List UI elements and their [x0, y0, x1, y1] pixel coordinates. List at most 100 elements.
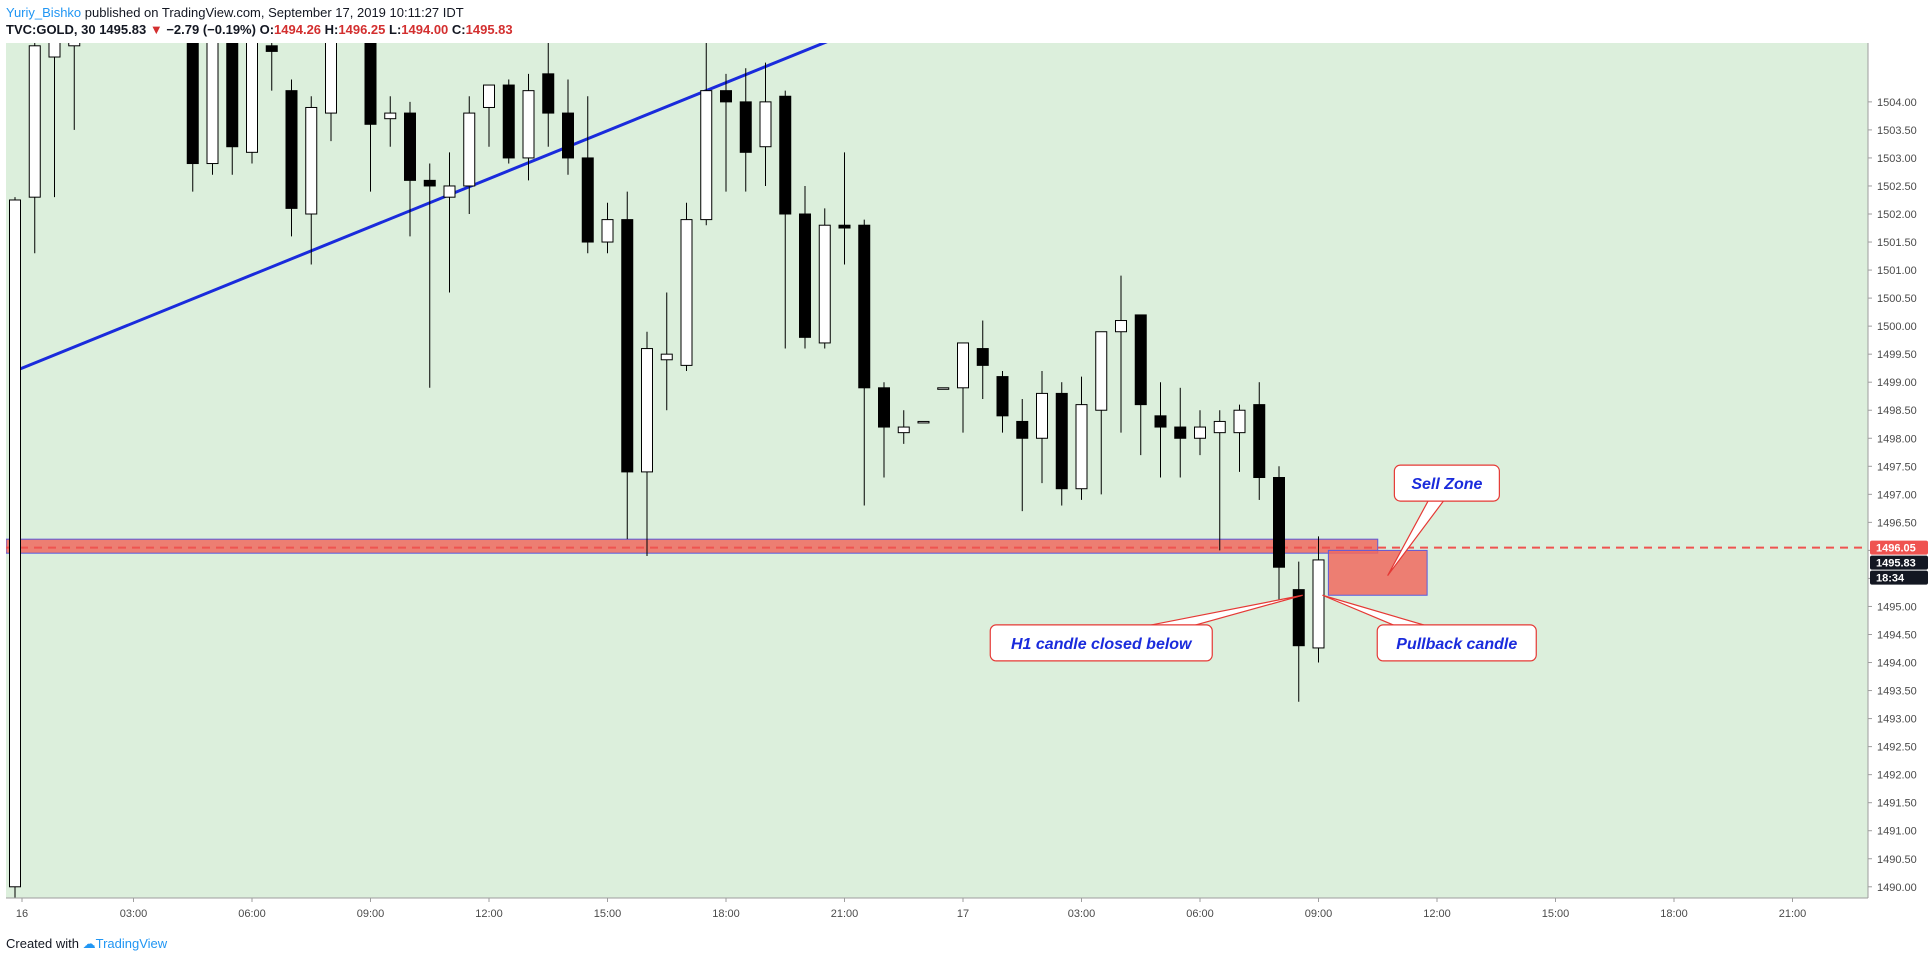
- candle[interactable]: [186, 12, 199, 192]
- candle-body: [9, 199, 21, 888]
- candle[interactable]: [660, 292, 673, 411]
- candle-body: [542, 73, 555, 114]
- candle-body: [917, 420, 930, 424]
- candle[interactable]: [1055, 382, 1068, 506]
- candle[interactable]: [542, 35, 555, 147]
- y-tick-label: 1492.00: [1877, 770, 1917, 782]
- candle[interactable]: [621, 191, 634, 540]
- candle[interactable]: [878, 382, 890, 478]
- plot-area[interactable]: [6, 43, 1868, 898]
- candle[interactable]: [1312, 536, 1325, 663]
- candle[interactable]: [1016, 399, 1029, 512]
- candle[interactable]: [759, 62, 772, 186]
- tradingview-link[interactable]: TradingView: [95, 936, 168, 951]
- candle-body: [265, 45, 278, 52]
- candle[interactable]: [1174, 387, 1187, 478]
- candle[interactable]: [1233, 404, 1246, 472]
- annotation-callout[interactable]: H1 candle closed below: [989, 594, 1303, 662]
- author-link[interactable]: Yuriy_Bishko: [6, 5, 82, 20]
- annotation-callout[interactable]: Sell Zone: [1387, 464, 1500, 576]
- candle[interactable]: [206, 23, 219, 175]
- candle[interactable]: [1134, 314, 1147, 456]
- candle[interactable]: [1075, 376, 1088, 500]
- x-tick-label: 18:00: [712, 908, 740, 920]
- candle-body: [858, 224, 871, 389]
- candle[interactable]: [937, 387, 950, 390]
- candle[interactable]: [384, 96, 397, 147]
- y-tick-label: 1491.50: [1877, 798, 1917, 810]
- candle[interactable]: [48, 23, 61, 198]
- candle[interactable]: [226, 18, 239, 175]
- candle[interactable]: [404, 101, 416, 237]
- open-label: O:: [259, 22, 275, 37]
- candle[interactable]: [779, 90, 792, 349]
- price-tag: 18:34: [1870, 570, 1928, 585]
- candle[interactable]: [28, 35, 41, 254]
- y-tick-label: 1502.00: [1877, 209, 1917, 221]
- candle[interactable]: [325, 23, 337, 142]
- candle[interactable]: [976, 320, 989, 400]
- candle[interactable]: [581, 96, 594, 254]
- candle-body: [28, 45, 41, 198]
- candle[interactable]: [996, 370, 1009, 433]
- candle-body: [759, 101, 772, 148]
- candle[interactable]: [739, 68, 752, 192]
- candle[interactable]: [601, 202, 614, 254]
- sell-zone-box[interactable]: [1327, 549, 1428, 596]
- candle[interactable]: [285, 79, 298, 237]
- candle-body: [325, 43, 337, 114]
- candle[interactable]: [1194, 410, 1206, 456]
- candle-body: [1016, 420, 1029, 439]
- annotation-layer: Sell Zone H1 candle closed below Pullback …: [989, 464, 1537, 662]
- candle[interactable]: [1095, 331, 1108, 495]
- trendline[interactable]: [14, 0, 983, 373]
- candle[interactable]: [858, 219, 871, 506]
- price-axis[interactable]: [1868, 43, 1932, 898]
- candle[interactable]: [1213, 410, 1226, 551]
- candle[interactable]: [1115, 275, 1127, 433]
- candle[interactable]: [1273, 466, 1285, 601]
- candle[interactable]: [957, 342, 969, 433]
- candle[interactable]: [1154, 382, 1167, 478]
- time-axis-ticks: 16 03:00 06:00 09:00 12:00 15:00 18:00 21:00 17 0…: [16, 898, 1806, 920]
- candle[interactable]: [1292, 561, 1305, 702]
- candle[interactable]: [720, 73, 732, 192]
- price-tags: 1496.05 1495.83 18:34: [1870, 540, 1928, 585]
- candle[interactable]: [799, 185, 811, 349]
- y-tick-label: 1504.00: [1877, 97, 1917, 109]
- candle[interactable]: [897, 410, 910, 444]
- candle[interactable]: [818, 208, 831, 349]
- candle[interactable]: [443, 152, 456, 293]
- candle[interactable]: [9, 197, 21, 898]
- y-tick-label: 1503.00: [1877, 153, 1917, 165]
- y-tick-label: 1490.00: [1877, 882, 1917, 894]
- support-band[interactable]: [6, 538, 1379, 554]
- candle[interactable]: [305, 96, 318, 265]
- candle[interactable]: [483, 84, 495, 147]
- candle[interactable]: [917, 420, 930, 424]
- candle-body: [463, 112, 476, 187]
- candle[interactable]: [700, 35, 713, 226]
- candle[interactable]: [522, 73, 535, 181]
- candle[interactable]: [641, 331, 653, 556]
- annotation-callout[interactable]: Pullback candle: [1322, 594, 1537, 662]
- candle[interactable]: [68, 29, 81, 130]
- candle[interactable]: [265, 23, 278, 91]
- candle[interactable]: [680, 202, 693, 371]
- candle-body: [581, 157, 594, 243]
- y-tick-label: 1502.50: [1877, 181, 1917, 193]
- candle[interactable]: [1036, 370, 1048, 484]
- time-axis[interactable]: [0, 898, 1932, 928]
- candle[interactable]: [423, 163, 436, 388]
- candle-body: [937, 387, 950, 390]
- candle[interactable]: [463, 96, 476, 214]
- candle[interactable]: [562, 79, 574, 175]
- candle[interactable]: [1253, 382, 1266, 500]
- candle-body: [364, 43, 377, 125]
- candle[interactable]: [246, 23, 258, 164]
- candle[interactable]: [502, 79, 515, 164]
- candle[interactable]: [364, 29, 377, 192]
- candle[interactable]: [838, 152, 851, 265]
- y-tick-label: 1501.50: [1877, 237, 1917, 249]
